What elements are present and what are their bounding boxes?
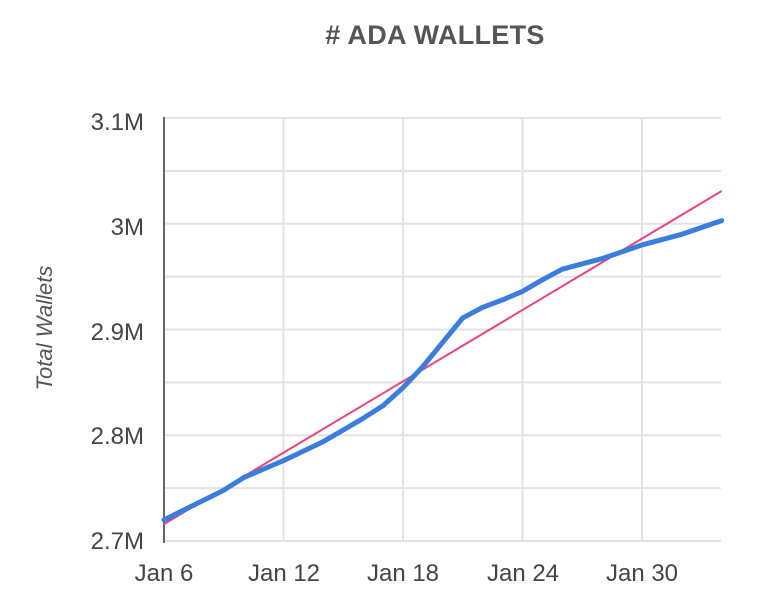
x-tick: Jan 24	[486, 560, 560, 587]
wallets-line	[161, 218, 725, 523]
x-tick: Jan 30	[605, 560, 679, 587]
y-tick: 2.9M	[90, 319, 144, 346]
y-tick: 2.8M	[90, 423, 144, 450]
y-tick: 3.1M	[90, 109, 144, 136]
chart-title: # ADA WALLETS	[325, 20, 545, 50]
gridlines	[163, 117, 721, 542]
x-tick: Jan 6	[134, 560, 194, 587]
x-tick: Jan 12	[247, 560, 321, 587]
y-tick: 2.7M	[90, 528, 144, 555]
y-tick: 3M	[110, 214, 144, 241]
x-tick: Jan 18	[366, 560, 440, 587]
trendline	[163, 190, 723, 525]
